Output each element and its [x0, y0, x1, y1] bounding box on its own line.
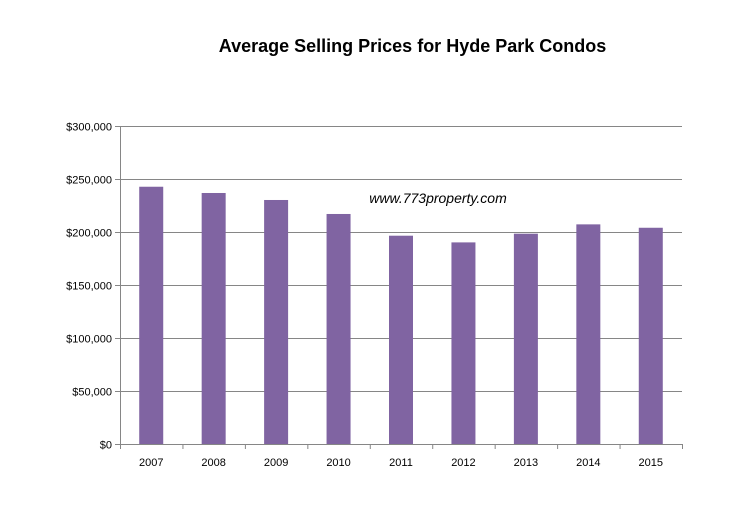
bar-2009: [264, 199, 289, 444]
y-tick-label: $0: [100, 440, 112, 452]
bar-2011: [389, 235, 413, 444]
bar-2014: [576, 224, 601, 444]
x-tick-label: 2009: [264, 457, 288, 469]
chart-title: Average Selling Prices for Hyde Park Con…: [218, 36, 607, 56]
x-tick-label: 2008: [201, 457, 225, 469]
y-tick-label: $100,000: [66, 334, 112, 346]
y-tick-label: $200,000: [66, 228, 112, 240]
y-tick-label: $150,000: [66, 281, 112, 293]
bar-2007: [139, 186, 164, 444]
y-tick-label: $250,000: [66, 175, 112, 187]
x-tick-label: 2010: [326, 457, 350, 469]
bar-2010: [326, 213, 351, 444]
x-tick-label: 2015: [639, 457, 663, 469]
x-tick-label: 2007: [139, 457, 163, 469]
x-tick-label: 2013: [514, 457, 538, 469]
bar-2012: [451, 242, 476, 444]
y-tick-label: $50,000: [72, 387, 112, 399]
y-tick-label: $300,000: [66, 122, 112, 134]
watermark-annotation: www.773property.com: [369, 190, 507, 206]
bar-2008: [201, 192, 226, 444]
x-tick-label: 2014: [576, 457, 600, 469]
x-tick-label: 2012: [451, 457, 475, 469]
bar-2015: [638, 227, 663, 444]
bar-2013: [513, 233, 538, 444]
x-tick-label: 2011: [389, 457, 413, 469]
